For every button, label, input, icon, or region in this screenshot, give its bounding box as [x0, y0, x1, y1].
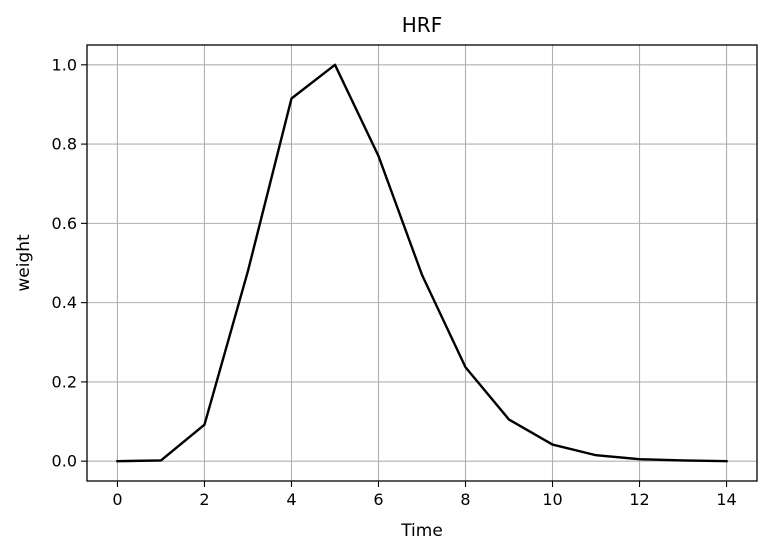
plot-frame — [86, 44, 758, 482]
y-axis-label: weight — [14, 234, 34, 292]
x-tick-label: 8 — [460, 490, 470, 509]
y-tick-label: 0.4 — [52, 293, 77, 312]
x-tick-label: 6 — [373, 490, 383, 509]
axis-ticks: 0 2 4 6 8 10 12 14 0.0 0.2 0.4 0.6 0.8 1.0 — [52, 55, 737, 509]
x-tick-label: 14 — [716, 490, 736, 509]
y-tick-label: 0.6 — [52, 214, 77, 233]
x-tick-label: 10 — [542, 490, 562, 509]
x-tick-label: 12 — [629, 490, 649, 509]
grid-lines — [87, 45, 757, 481]
x-tick-label: 2 — [199, 490, 209, 509]
y-tick-label: 0.2 — [52, 372, 77, 391]
y-tick-label: 0.0 — [52, 452, 77, 471]
x-axis-label: Time — [400, 521, 443, 541]
y-tick-label: 1.0 — [52, 55, 77, 74]
y-tick-label: 0.8 — [52, 135, 77, 154]
series-layer — [116, 63, 728, 463]
x-tick-label: 0 — [112, 490, 122, 509]
x-tick-label: 4 — [286, 490, 296, 509]
chart-title: HRF — [402, 13, 442, 37]
series-line-0 — [116, 63, 728, 463]
